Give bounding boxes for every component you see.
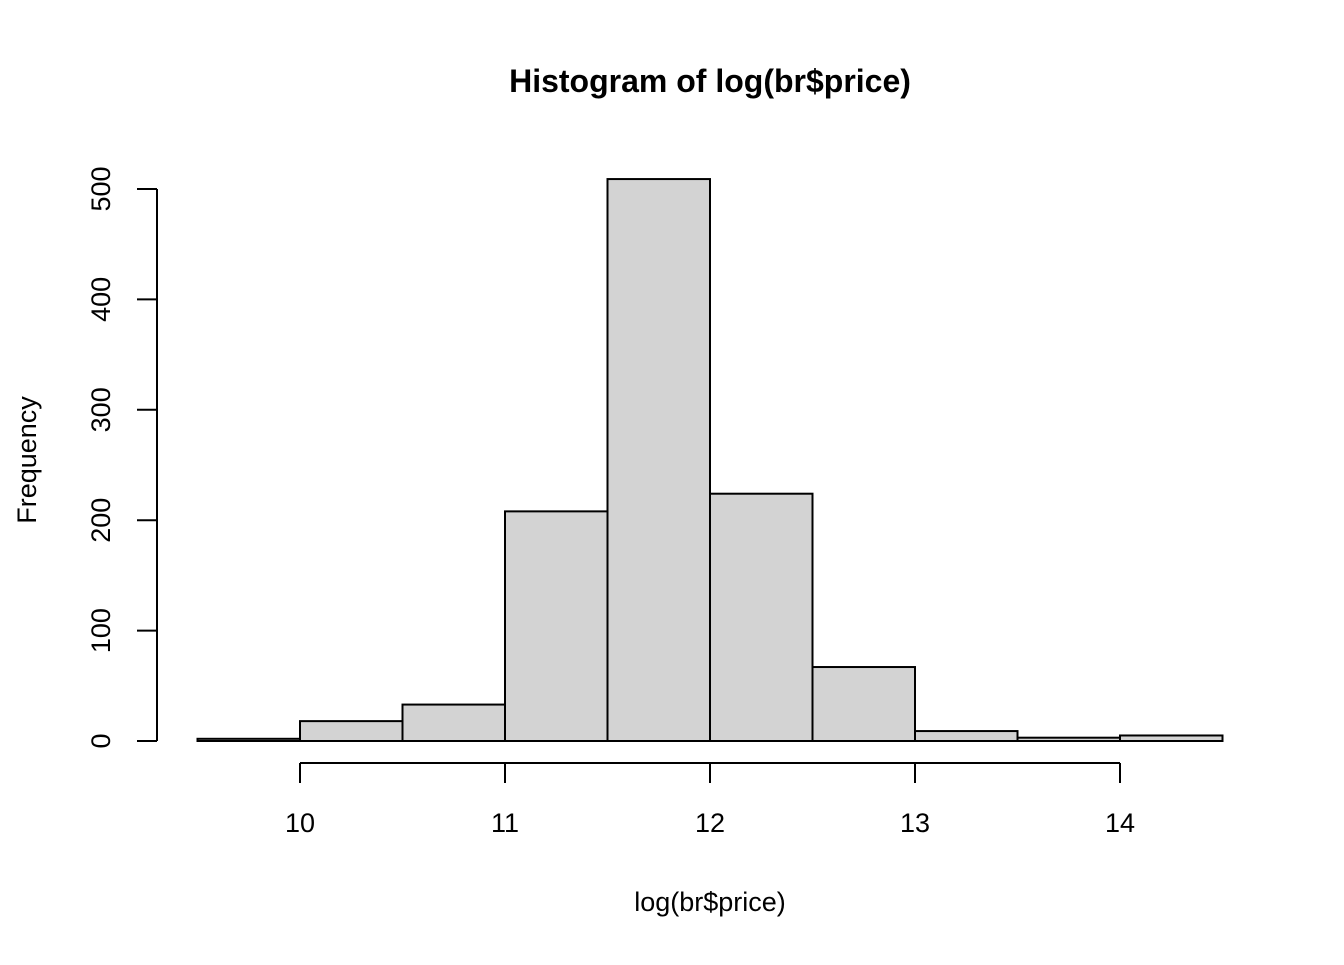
chart-title: Histogram of log(br$price) — [509, 63, 911, 99]
histogram-bar — [196, 737, 301, 742]
x-tick-label: 12 — [695, 808, 725, 838]
x-tick-label: 11 — [491, 808, 519, 838]
histogram-bar — [401, 703, 506, 742]
histogram-bar — [811, 666, 916, 742]
y-tick-label: 200 — [86, 498, 116, 543]
y-axis-label: Frequency — [12, 396, 42, 524]
x-tick-label: 13 — [900, 808, 930, 838]
histogram-bar — [299, 720, 404, 742]
y-tick-label: 0 — [86, 733, 116, 748]
x-axis: 10 11 12 13 14 — [285, 762, 1135, 838]
y-tick-label: 300 — [86, 387, 116, 432]
histogram-bar — [606, 178, 711, 742]
y-tick-label: 100 — [86, 608, 116, 653]
x-axis-label: log(br$price) — [634, 887, 786, 917]
x-tick-label: 14 — [1105, 808, 1135, 838]
histogram-bar — [1119, 734, 1224, 742]
histogram-bar — [504, 510, 609, 743]
y-axis: 0 100 200 300 400 500 — [86, 166, 158, 749]
y-tick-label: 400 — [86, 277, 116, 322]
histogram-bar — [709, 492, 814, 743]
histogram-bar — [914, 730, 1019, 743]
histogram-bars — [196, 178, 1224, 743]
x-tick-label: 10 — [285, 808, 315, 838]
histogram-bar — [1016, 736, 1121, 742]
y-tick-label: 500 — [86, 166, 116, 211]
